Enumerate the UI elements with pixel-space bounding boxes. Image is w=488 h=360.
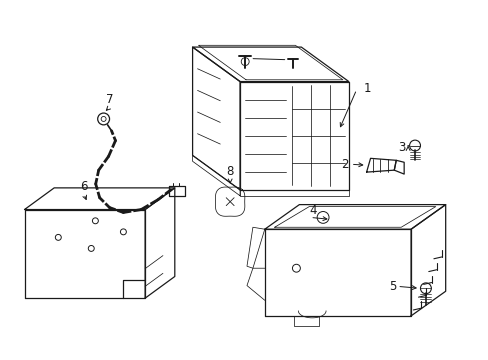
Text: 2: 2 <box>341 158 348 171</box>
Text: 8: 8 <box>226 165 233 178</box>
Text: 7: 7 <box>105 93 113 106</box>
Text: 4: 4 <box>308 204 316 217</box>
Text: 6: 6 <box>80 180 87 193</box>
Text: 5: 5 <box>388 280 395 293</box>
Text: 1: 1 <box>363 82 370 95</box>
Text: 3: 3 <box>397 141 405 154</box>
